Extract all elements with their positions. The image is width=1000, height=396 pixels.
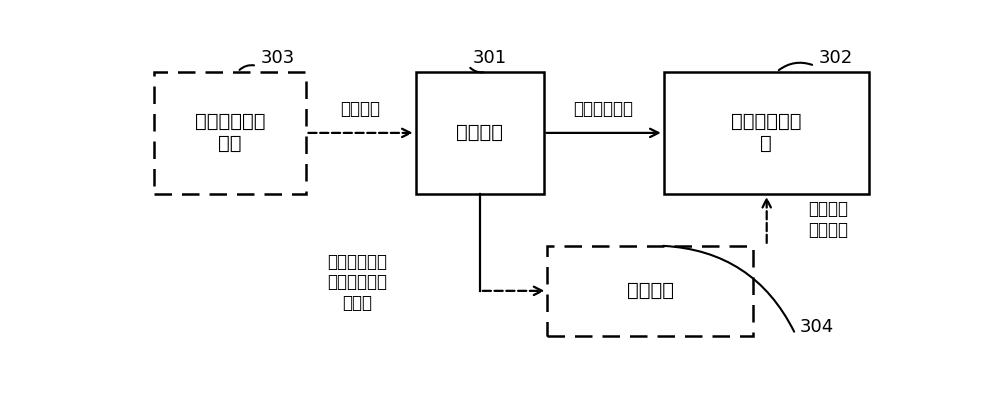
Text: 含水率确定模
块: 含水率确定模 块 bbox=[731, 112, 802, 153]
Text: 获取模块: 获取模块 bbox=[456, 124, 503, 143]
Text: 建立模块: 建立模块 bbox=[627, 281, 674, 300]
Text: 探测角度: 探测角度 bbox=[341, 99, 381, 118]
Bar bbox=[547, 246, 753, 336]
Text: 户外反演
光谱模型: 户外反演 光谱模型 bbox=[809, 200, 849, 239]
Text: 301: 301 bbox=[472, 49, 506, 67]
Text: 304: 304 bbox=[799, 318, 834, 335]
Text: 303: 303 bbox=[261, 49, 295, 67]
Bar bbox=[154, 72, 306, 194]
Text: 302: 302 bbox=[819, 49, 853, 67]
Bar bbox=[416, 72, 544, 194]
Text: 不同含水率的
红枣的室外光
谱信息: 不同含水率的 红枣的室外光 谱信息 bbox=[328, 253, 388, 312]
Bar bbox=[664, 72, 869, 194]
Text: 探测角度确定
模块: 探测角度确定 模块 bbox=[195, 112, 265, 153]
Text: 室外光谱信息: 室外光谱信息 bbox=[573, 99, 633, 118]
